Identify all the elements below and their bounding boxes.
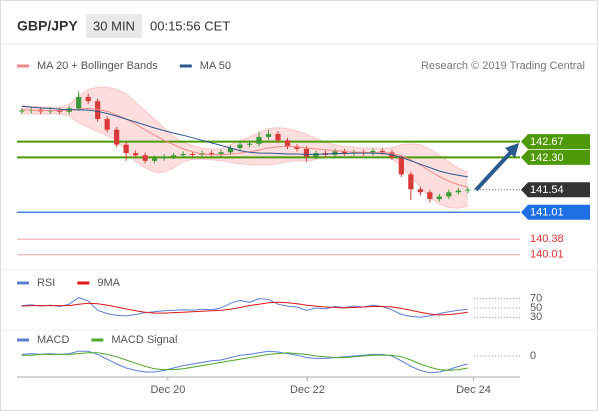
- level-label: 142.30: [530, 152, 564, 164]
- candle-body: [76, 96, 82, 109]
- indicator-line: [21, 350, 468, 374]
- candle-body: [237, 144, 243, 148]
- candle-body: [227, 148, 234, 153]
- candle-body: [417, 189, 423, 193]
- candle-body: [256, 136, 262, 144]
- level-label: 140.38: [530, 233, 564, 245]
- candle-body: [370, 150, 376, 154]
- legend-label: RSI: [37, 277, 55, 289]
- ma-line: [21, 105, 468, 178]
- candle-body: [85, 96, 91, 102]
- symbol: GBP/JPY: [17, 18, 78, 34]
- candle-body: [104, 119, 110, 130]
- level-label: 141.01: [530, 207, 564, 219]
- candle-body: [275, 133, 281, 141]
- timeframe-box: [86, 14, 142, 38]
- candle-body: [123, 144, 129, 154]
- candle-body: [379, 150, 385, 153]
- candle-body: [170, 155, 177, 157]
- level-box: [521, 134, 590, 150]
- time: 00:15:56 CET: [150, 18, 230, 33]
- candle-body: [341, 151, 348, 154]
- y-tick-label: 0: [530, 350, 536, 362]
- candle-body: [284, 140, 291, 147]
- level-box: [521, 149, 590, 165]
- x-tick-label: Dec 22: [290, 384, 325, 396]
- level-box: [521, 182, 590, 198]
- legend-label: MA 20 + Bollinger Bands: [37, 60, 158, 72]
- level-label: 141.54: [530, 184, 564, 196]
- bollinger-upper: [21, 86, 469, 173]
- candle-body: [265, 133, 272, 137]
- legend-label: MA 50: [200, 60, 231, 72]
- legend-label: MACD Signal: [111, 334, 177, 346]
- indicator-line: [21, 352, 468, 371]
- x-tick-label: Dec 20: [150, 384, 185, 396]
- candle-body: [218, 152, 224, 154]
- candle-body: [446, 192, 452, 197]
- candle-body: [246, 143, 253, 145]
- indicator-line: [21, 301, 468, 316]
- candle-body: [114, 129, 120, 145]
- candle-body: [161, 156, 167, 159]
- legend-label: MACD: [37, 334, 69, 346]
- candle-body: [294, 146, 300, 149]
- candle-body: [303, 148, 310, 157]
- candle-body: [427, 192, 433, 200]
- timeframe: 30 MIN: [93, 18, 135, 33]
- candle-body: [208, 153, 215, 155]
- y-tick-label: 70: [530, 292, 542, 304]
- candle-body: [142, 155, 148, 161]
- bollinger-lower: [21, 113, 468, 209]
- level-label: 140.01: [530, 249, 564, 261]
- level-label: 142.67: [530, 136, 564, 148]
- credit: Research © 2019 Trading Central: [421, 60, 585, 72]
- candle-body: [189, 153, 196, 155]
- indicator-line: [21, 297, 468, 318]
- candle-body: [95, 101, 101, 120]
- candle-body: [465, 189, 471, 191]
- trend-arrow: [474, 149, 514, 192]
- candle-body: [180, 153, 186, 156]
- candle-body: [152, 158, 158, 161]
- legend-label: 9MA: [97, 277, 120, 289]
- candle-body: [398, 157, 404, 175]
- candle-body: [133, 153, 139, 156]
- trend-arrow-head: [505, 143, 519, 158]
- ma-line: [21, 107, 468, 188]
- y-tick-label: 50: [530, 302, 542, 314]
- x-tick-label: Dec 24: [456, 384, 491, 396]
- candle-body: [408, 174, 414, 190]
- candle-body: [436, 196, 442, 200]
- level-box: [521, 204, 590, 220]
- bollinger-band: [21, 87, 468, 209]
- candle-body: [455, 190, 461, 193]
- candle-body: [19, 110, 25, 112]
- y-tick-label: 30: [530, 311, 542, 323]
